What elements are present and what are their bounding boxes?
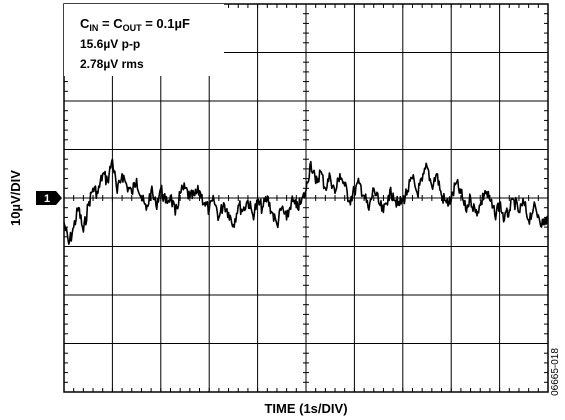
annotation-box xyxy=(64,4,224,76)
plot-frame xyxy=(63,3,549,393)
noise-trace xyxy=(63,158,549,245)
y-axis-label: 10µV/DIV xyxy=(8,170,23,226)
trace-line xyxy=(63,158,549,245)
channel-marker-shape xyxy=(36,191,62,205)
channel-marker-label: 1 xyxy=(44,193,50,205)
figure-id: 06665-018 xyxy=(550,348,561,396)
channel-1-marker: 1 xyxy=(36,191,62,205)
cap-annotation: CIN = COUT = 0.1µF xyxy=(80,16,190,33)
x-axis-label: TIME (1s/DIV) xyxy=(264,401,347,416)
pp-noise-annotation: 15.6µV p-p xyxy=(80,37,140,51)
rms-noise-annotation: 2.78µV rms xyxy=(80,57,144,71)
